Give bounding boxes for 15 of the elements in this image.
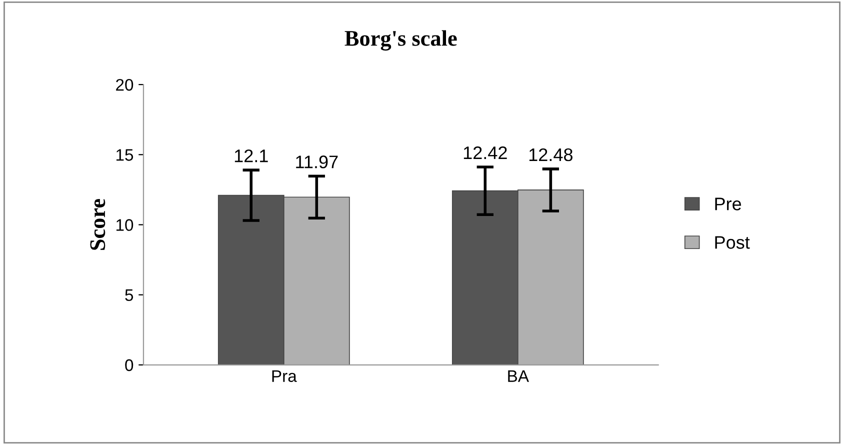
y-axis-title: Score [90, 198, 106, 250]
legend-label: Post [715, 236, 750, 249]
data-label: 12.42 [464, 146, 507, 160]
data-label: 11.97 [296, 156, 338, 168]
data-label: 12.1 [234, 149, 268, 162]
x-tick-label: BA [508, 370, 529, 382]
x-tick-label: Pra [272, 370, 297, 382]
y-tick-label: 20 [116, 78, 134, 91]
y-tick-label: 15 [116, 149, 134, 161]
y-tick-label: 0 [125, 359, 134, 372]
chart-title: Borg's scale [344, 30, 457, 51]
legend-label: Pre [715, 198, 742, 210]
data-label: 12.48 [529, 148, 572, 162]
y-tick-label: 10 [116, 219, 134, 231]
y-tick-label: 5 [125, 289, 134, 302]
